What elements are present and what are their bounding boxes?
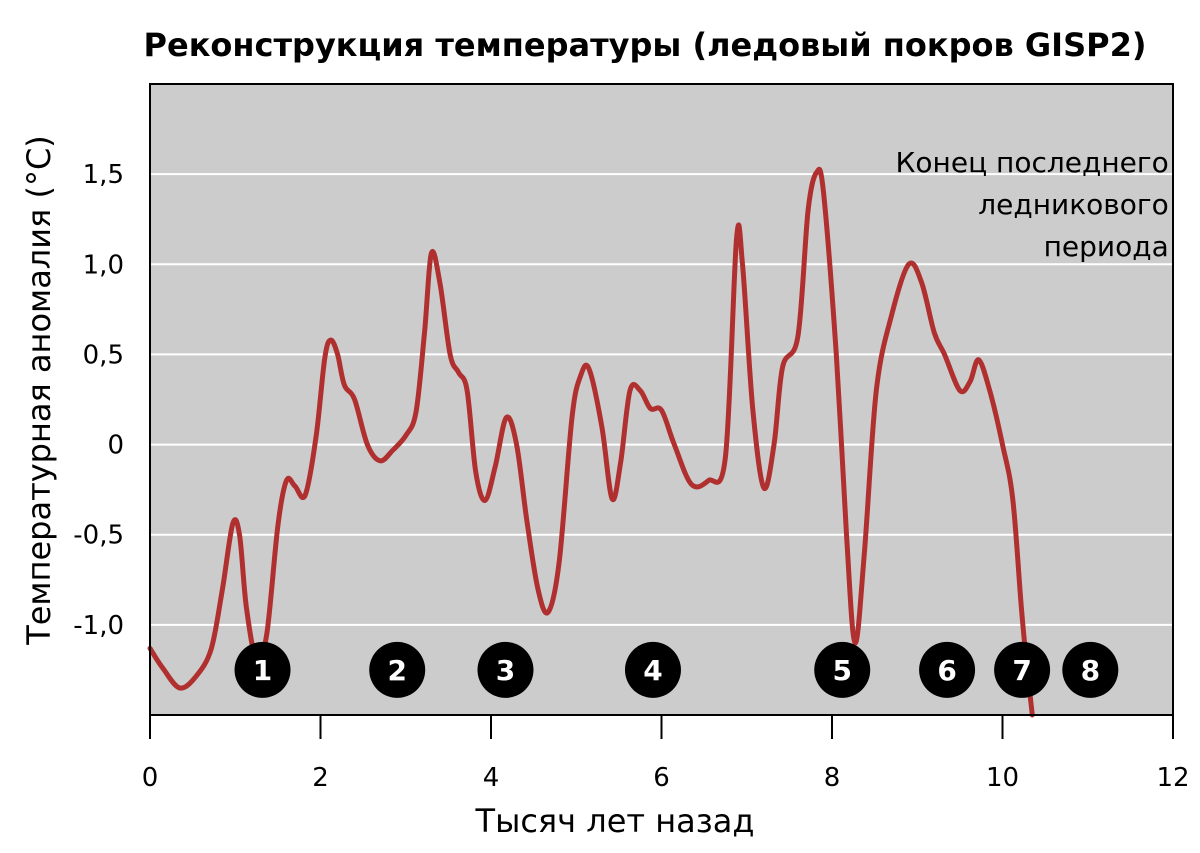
x-tick-label-3: 6: [653, 763, 670, 793]
period-marker-circle: [624, 641, 681, 698]
x-tick-label-2: 4: [483, 763, 500, 793]
chart-title: Реконструкция температуры (ледовый покро…: [144, 26, 1147, 64]
period-marker-4: 4: [624, 641, 681, 698]
temperature-series-line: [147, 166, 1035, 718]
period-marker-label: 6: [937, 654, 956, 687]
period-marker-circle: [919, 641, 976, 698]
period-marker-circle: [994, 641, 1051, 698]
y-tick-label-4: -0,5: [73, 521, 124, 551]
annotation-line-2: периода: [1044, 230, 1169, 263]
y-axis-label: Температурная аномалия (°C): [20, 135, 58, 646]
y-tick-label-1: 1,0: [83, 250, 124, 280]
y-tick-label-2: 0,5: [83, 340, 124, 370]
y-tick-label-0: 1,5: [83, 160, 124, 190]
x-axis-label: Тысяч лет назад: [475, 802, 755, 840]
period-marker-circle: [369, 641, 426, 698]
period-marker-label: 8: [1081, 654, 1100, 687]
x-tick-label-5: 10: [986, 763, 1019, 793]
annotation-line-0: Конец последнего: [896, 146, 1169, 179]
period-marker-circle: [477, 641, 534, 698]
period-marker-6: 6: [919, 641, 976, 698]
x-tick-label-1: 2: [312, 763, 329, 793]
period-marker-7: 7: [994, 641, 1051, 698]
period-marker-1: 1: [234, 641, 291, 698]
period-marker-3: 3: [477, 641, 534, 698]
period-marker-label: 2: [387, 654, 406, 687]
x-tick-label-4: 8: [824, 763, 841, 793]
y-tick-label-5: -1,0: [73, 611, 124, 641]
period-marker-circle: [234, 641, 291, 698]
period-marker-label: 5: [832, 654, 851, 687]
period-marker-2: 2: [369, 641, 426, 698]
grid-lines: [150, 173, 1173, 626]
period-marker-5: 5: [814, 641, 871, 698]
x-axis: 0 2 4 6 8 10 12: [142, 715, 1190, 793]
annotation-line-1: ледникового: [978, 188, 1169, 221]
period-marker-circle: [814, 641, 871, 698]
period-marker-label: 4: [643, 654, 662, 687]
y-axis: 1,5 1,0 0,5 0 -0,5 -1,0: [73, 160, 124, 641]
x-tick-label-0: 0: [142, 763, 159, 793]
ice-age-end-annotation: Конец последнего ледникового периода: [896, 146, 1169, 263]
period-marker-8: 8: [1062, 641, 1119, 698]
period-marker-label: 7: [1012, 654, 1031, 687]
period-markers: 1 2 3 4 5 6 7 8: [234, 641, 1119, 698]
y-tick-label-3: 0: [107, 431, 124, 461]
period-marker-circle: [1062, 641, 1119, 698]
period-marker-label: 1: [253, 654, 272, 687]
x-tick-label-6: 12: [1156, 763, 1189, 793]
period-marker-label: 3: [496, 654, 515, 687]
